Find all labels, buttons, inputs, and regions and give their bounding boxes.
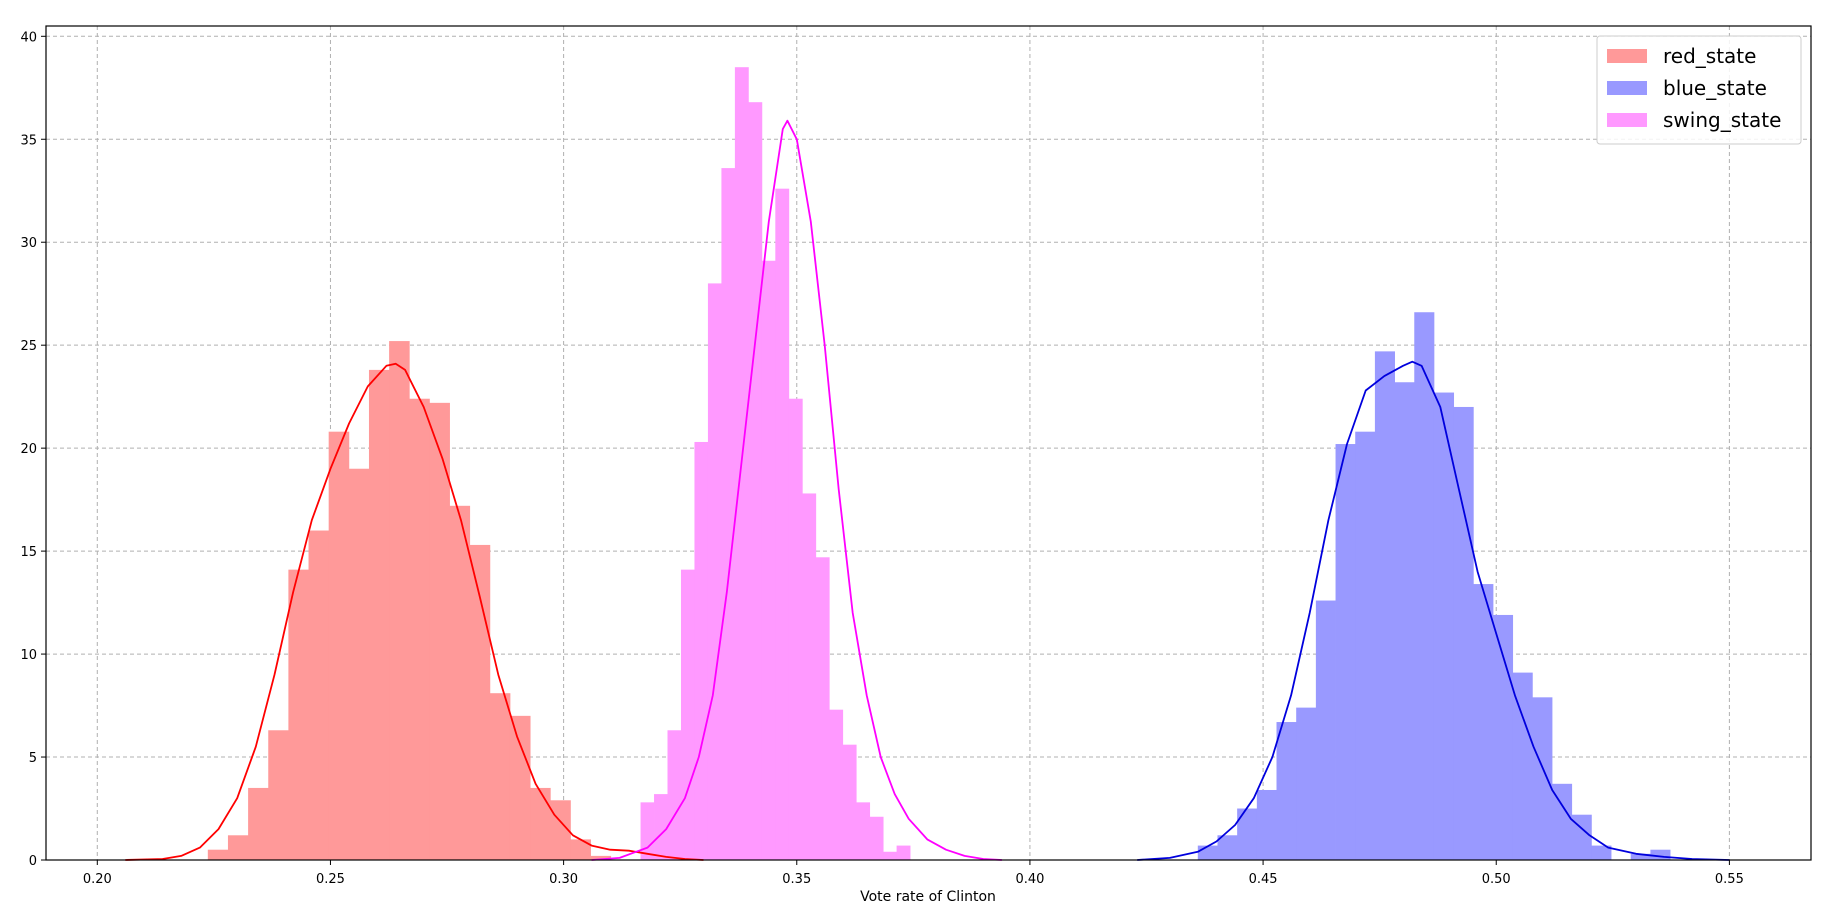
y-axis-ticks: 0 5 10 15 20 25 30 35 40 [20, 30, 46, 869]
blue_state-bar [1552, 783, 1573, 860]
blue_state-bar [1296, 707, 1317, 860]
swing_state-bar [802, 493, 817, 860]
red_state-bar [530, 787, 551, 860]
blue_state-kde-line [1137, 360, 1730, 861]
x-tick-label: 0.25 [316, 872, 345, 887]
red_state-legend-label: red_state [1663, 44, 1756, 68]
swing_state-bar [694, 441, 709, 860]
blue_state-bar [1276, 722, 1297, 860]
red_state-bar [348, 468, 370, 860]
swing_state-bar [775, 188, 790, 860]
blue_state-legend-label: blue_state [1663, 76, 1767, 100]
y-tick-label: 10 [20, 648, 37, 663]
red_state-bar [489, 693, 511, 860]
red_state-kde-line [125, 362, 704, 861]
blue_state-bar [1591, 845, 1612, 860]
red_state-bar [429, 402, 450, 860]
swing_state-bar [680, 569, 695, 860]
swing_state-bar [896, 845, 911, 860]
x-tick-label: 0.55 [1715, 872, 1744, 887]
y-tick-label: 5 [29, 751, 37, 766]
swing_state-bar [788, 398, 803, 860]
blue_state-bar [1414, 312, 1435, 860]
legend-box [1596, 35, 1802, 145]
y-tick-label: 15 [20, 545, 37, 560]
blue_state-bar [1512, 672, 1533, 860]
histogram-bars [207, 67, 1671, 861]
x-tick-label: 0.50 [1482, 872, 1511, 887]
x-tick-label: 0.35 [782, 872, 811, 887]
x-axis-ticks: 0.20 0.25 0.30 0.35 0.40 0.45 0.50 0.55 [83, 860, 1744, 887]
blue_state-bar [1315, 600, 1336, 860]
blue_state-bar [1197, 845, 1218, 860]
y-tick-label: 40 [20, 30, 37, 45]
x-tick-label: 0.20 [83, 872, 112, 887]
red_state-bar [268, 730, 289, 860]
x-axis-label: Vote rate of Clinton [860, 889, 996, 905]
swing_state-bar [883, 851, 898, 860]
swing_state-bar [856, 802, 871, 860]
red_state-bar [389, 341, 410, 861]
swing_state-bar [815, 557, 830, 860]
swing_state-bar [721, 168, 736, 861]
blue_state-bar [1374, 351, 1395, 860]
red_state-legend-swatch [1607, 49, 1647, 63]
blue_state-bar [1335, 444, 1356, 860]
red_state-bar [368, 369, 390, 860]
red_state-bar [328, 431, 350, 860]
blue_state-bar [1217, 835, 1238, 860]
blue_state-bar [1453, 406, 1474, 860]
x-tick-label: 0.30 [549, 872, 578, 887]
swing_state-bar [667, 730, 682, 860]
blue_state-bar [1650, 849, 1671, 860]
swing_state-bar [640, 802, 655, 860]
swing_state-bar [869, 816, 884, 860]
swing_state-bar [748, 102, 763, 861]
blue_state-legend-swatch [1607, 81, 1647, 95]
blue_state-bar [1473, 584, 1494, 860]
red_state-bar [509, 715, 531, 860]
blue_state-bar [1532, 697, 1553, 860]
blue_state-bar [1571, 814, 1592, 860]
blue_state-bar [1256, 789, 1277, 860]
y-tick-label: 35 [20, 133, 37, 148]
red_state-bar [590, 855, 612, 860]
red_state-bar [288, 569, 309, 860]
swing_state-bar [761, 260, 776, 860]
swing_state-bar [707, 283, 722, 860]
kde-curves [125, 119, 1730, 861]
swing_state-bar [842, 744, 857, 860]
y-tick-label: 0 [29, 854, 37, 869]
swing_state-bar [654, 794, 668, 860]
red_state-bar [308, 530, 330, 860]
swing_state-kde-line [591, 119, 1002, 861]
swing_state-legend-swatch [1607, 113, 1647, 127]
red_state-bar [409, 398, 430, 860]
blue_state-bar [1237, 808, 1258, 860]
legend: red_state blue_state swing_state [1596, 35, 1802, 145]
x-tick-label: 0.45 [1249, 872, 1278, 887]
y-tick-label: 20 [20, 442, 37, 457]
blue_state-bar [1630, 853, 1651, 860]
red_state-bar [570, 839, 591, 860]
blue_state-bar [1394, 382, 1415, 860]
blue_state-bar [1433, 392, 1455, 860]
red_state-bar [449, 505, 471, 860]
y-tick-label: 25 [20, 339, 37, 354]
swing_state-bar [829, 709, 844, 860]
x-tick-label: 0.40 [1015, 872, 1044, 887]
red_state-bar [207, 849, 229, 860]
red_state-bar [469, 544, 491, 860]
blue_state-bar [1492, 614, 1514, 860]
plot-frame [45, 25, 1812, 861]
y-tick-label: 30 [20, 236, 37, 251]
swing_state-legend-label: swing_state [1663, 108, 1781, 132]
blue_state-bar [1355, 431, 1376, 860]
red_state-bar [227, 835, 249, 860]
red_state-bar [248, 787, 269, 860]
